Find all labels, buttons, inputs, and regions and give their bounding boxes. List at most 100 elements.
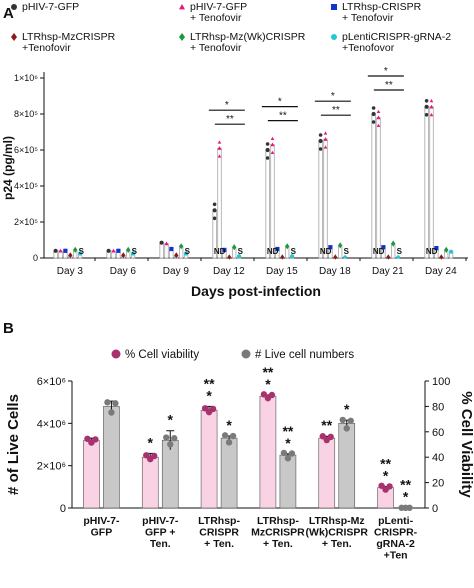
significance-mark-b: ** * [380,455,391,483]
data-point-a [285,243,290,250]
data-point-a [184,251,189,256]
y-tick-label-b-left: 4×10⁶ [37,418,66,430]
data-point-a [424,99,429,103]
data-point-b-cells [284,455,292,462]
data-point-a [106,248,111,253]
x-tick-label-a: Day 3 [57,266,84,277]
data-point-b-viability [92,436,99,443]
significance-mark-b: ** * [204,375,215,403]
data-point-a [318,133,323,137]
legend-a-label-line: + Tenofovir [190,42,242,54]
x-tick-label-a: Day 18 [319,266,351,277]
x-tick-label-b-line: MzCRISPR [251,527,305,539]
bar-a [429,106,434,259]
data-point-a [270,150,275,155]
data-point-b-cells [225,439,233,446]
x-tick-label-a: Day 21 [372,266,404,277]
data-point-a [222,247,227,252]
data-point-a [371,111,376,117]
significance-mark-a: * [225,100,229,111]
data-point-a [371,106,376,110]
data-point-a [111,248,116,253]
data-point-b-viability [378,482,385,489]
bar-a [270,144,275,259]
y-tick-label-a: 2×10⁵ [14,217,38,227]
significance-mark-b: * [148,434,154,450]
data-point-a [121,252,126,259]
significance-mark-a: * [384,66,388,77]
bar-annotation-a: ND [320,247,332,256]
legend-b-marker [111,349,121,359]
bar-annotation-a: ND [373,247,385,256]
data-point-b-cells [229,432,237,440]
x-tick-label-b-line: (Wk)CRISPR [306,527,369,539]
significance-mark-b-line: ** [380,455,391,471]
y-tick-label-a: 8×10⁵ [14,109,38,119]
x-tick-label-b: LTRhsp-MzCRISPR + Ten. [251,515,305,550]
bar-annotation-a: S [344,247,350,256]
legend-a-label: LTRhsp-Mz(Wk)CRISPR + Tenofovir [190,31,306,54]
data-point-b-cells [406,504,413,511]
significance-mark-b: ** * [400,477,411,505]
significance-mark-a: ** [279,111,287,122]
data-point-a [323,137,328,141]
y-tick-label-b-left: 6×10⁶ [37,376,66,388]
x-tick-label-a: Day 9 [163,266,190,277]
data-point-a [439,254,444,260]
legend-a-marker [11,4,17,10]
significance-mark-b: ** [321,417,332,433]
panel-b-letter: B [3,320,14,337]
legend-b-marker [241,349,251,359]
x-tick-label-b-line: gRNA-2 [376,538,415,550]
x-tick-label-b-line: LTRhsp- [198,515,240,527]
y-tick-label-b-left: 0 [60,503,66,515]
data-point-a [270,142,275,147]
x-tick-label-b-line: +Ten [384,550,408,562]
significance-mark-b-line: * [226,417,232,433]
data-point-a [318,138,323,144]
data-point-b-cells [108,409,115,416]
data-point-a [333,254,338,260]
data-point-a [174,252,179,259]
bar-b-viability [141,456,159,509]
data-point-a [434,246,439,251]
legend-a-label-line: LTRhsp-Mz(Wk)CRISPR [190,31,306,43]
data-point-b-cells [167,441,174,448]
y-tick-label-b-right: 80 [432,401,444,413]
data-point-a [371,120,376,124]
data-point-b-cells [339,416,346,424]
data-point-b-viability [327,433,334,441]
x-tick-label-b: LTRhsp-Mz (Wk)CRISPR + Ten. [306,515,369,550]
y-tick-label-b-right: 0 [432,503,438,515]
data-point-a [444,246,449,253]
x-tick-label-b: pHIV-7-GFP [83,515,120,539]
y-tick-label-b-right: 40 [432,452,444,464]
data-point-a [116,248,121,253]
significance-mark-a: ** [385,80,393,91]
x-tick-label-b-line: + Ten. [322,538,352,550]
data-point-b-viability [209,405,217,413]
significance-mark-b-line: ** [321,417,332,433]
bar-b-viability [83,440,100,509]
significance-mark-b-line: ** [204,375,215,391]
data-point-b-viability [319,433,326,440]
bar-a [318,140,323,259]
data-point-b-viability [201,405,209,412]
bar-b-viability [200,409,218,509]
significance-mark-b: ** * [262,364,273,392]
data-point-a [376,109,381,114]
x-tick-label-b-line: + Ten. [263,538,293,550]
legend-a-marker [11,33,17,41]
bar-annotation-a: S [79,247,85,256]
data-point-a [429,104,434,109]
data-point-a [338,242,343,249]
legend-a-label: pHIV-7-GFP [22,1,79,13]
bar-annotation-a: S [397,247,403,256]
legend-a-label-line: pLentiCRISPR-gRNA-2 [342,31,451,43]
data-point-a [126,246,131,253]
significance-mark-a: * [331,91,335,102]
x-tick-label-a: Day 24 [425,266,457,277]
data-point-a [63,248,68,253]
data-point-a [265,156,270,160]
